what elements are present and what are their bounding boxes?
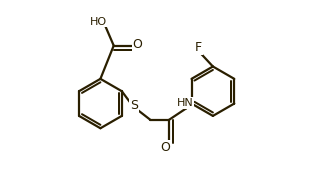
Text: HO: HO (89, 17, 107, 27)
Text: O: O (160, 141, 170, 154)
Text: HN: HN (177, 98, 194, 108)
Text: S: S (130, 99, 138, 112)
Text: F: F (195, 41, 202, 54)
Text: O: O (132, 38, 142, 51)
